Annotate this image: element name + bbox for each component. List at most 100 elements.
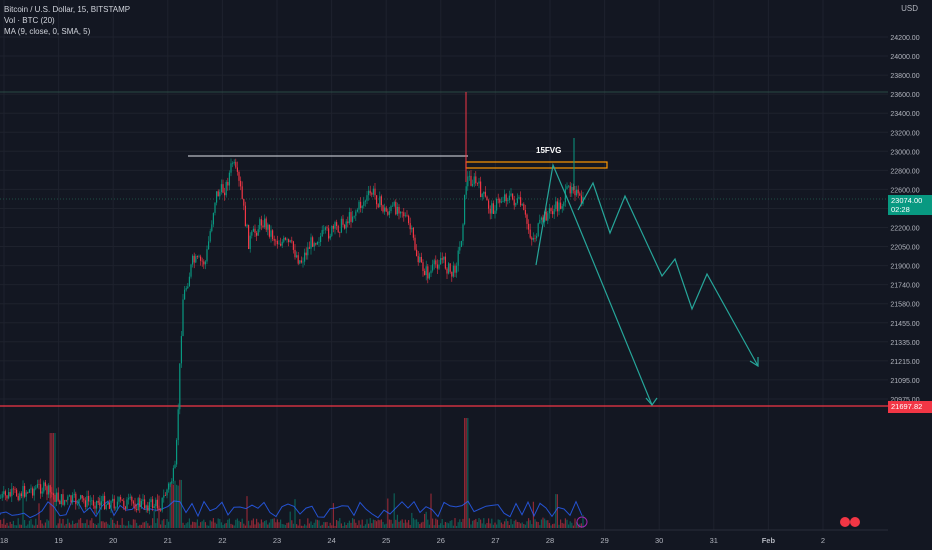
ma-indicator-label[interactable]: MA (9, close, 0, SMA, 5)	[4, 27, 91, 36]
volume-bar	[291, 520, 293, 528]
volume-bar	[448, 523, 450, 528]
candle-body	[571, 187, 573, 194]
volume-bar	[467, 418, 469, 528]
candle-body	[436, 264, 438, 269]
volume-bar	[328, 525, 330, 528]
candle-body	[65, 500, 67, 501]
volume-bar	[403, 522, 405, 528]
volume-bar	[475, 518, 477, 528]
candle-body	[9, 492, 11, 497]
candle-body	[260, 219, 262, 226]
volume-bar	[310, 521, 312, 528]
candle-body	[275, 240, 277, 242]
candle-body	[158, 508, 160, 511]
candle-body	[459, 246, 461, 251]
volume-bar	[473, 520, 475, 528]
volume-bar	[43, 525, 45, 528]
candle-body	[272, 230, 274, 240]
volume-bar	[182, 522, 184, 528]
time-tick-label: 21	[164, 536, 172, 545]
volume-bar	[276, 519, 278, 528]
volume-bar	[30, 519, 32, 528]
candle-body	[545, 211, 547, 221]
price-tick-label: 21900.00	[890, 264, 919, 271]
symbol-title[interactable]: Bitcoin / U.S. Dollar, 15, BITSTAMP	[4, 5, 131, 14]
candle-body	[339, 232, 341, 233]
volume-bar	[507, 521, 509, 528]
volume-bar	[563, 523, 565, 528]
candle-body	[56, 492, 58, 502]
projection-line-steep	[535, 162, 653, 406]
candle-body	[513, 199, 515, 206]
volume-bar	[540, 519, 542, 528]
volume-bar	[163, 519, 165, 528]
candle-body	[507, 200, 509, 202]
candle-body	[289, 240, 291, 243]
volume-bar	[408, 520, 410, 528]
price-tick-label: 23400.00	[890, 111, 919, 118]
candle-body	[352, 216, 354, 222]
candle-body	[0, 497, 2, 499]
candle-body	[201, 260, 203, 262]
volume-bar	[315, 519, 317, 528]
candle-body	[356, 209, 358, 212]
volume-bar	[360, 524, 362, 528]
volume-bar	[230, 523, 232, 528]
candle-body	[540, 217, 542, 220]
candle-body	[32, 488, 34, 496]
volume-bar	[452, 525, 454, 528]
candle-body	[526, 214, 528, 224]
volume-bar	[289, 511, 291, 528]
volume-bar	[104, 522, 106, 528]
candle-body	[321, 230, 323, 237]
volume-bar	[27, 524, 29, 528]
volume-bar	[107, 523, 109, 528]
candle-body	[555, 201, 557, 209]
volume-bar	[499, 519, 501, 528]
candle-body	[307, 247, 309, 256]
candle-body	[252, 228, 254, 232]
volume-bar	[196, 519, 198, 528]
level-price-value: 21697.82	[891, 402, 923, 411]
candle-body	[88, 496, 90, 502]
volume-bar	[235, 519, 237, 528]
volume-bar	[148, 525, 150, 528]
candle-body	[160, 510, 162, 511]
volume-bar	[369, 518, 371, 528]
candle-body	[494, 210, 496, 214]
price-tick-label: 21455.00	[890, 321, 919, 328]
candle-body	[529, 229, 531, 238]
volume-bar	[246, 496, 248, 528]
volume-bar	[44, 522, 46, 528]
volume-bar	[320, 525, 322, 528]
volume-bar	[395, 519, 397, 528]
volume-bar	[331, 525, 333, 528]
volume-indicator-label[interactable]: Vol · BTC (20)	[4, 16, 55, 25]
candle-body	[136, 509, 138, 511]
price-tick-label: 23800.00	[890, 73, 919, 80]
candle-body	[57, 492, 59, 501]
candle-body	[281, 241, 283, 246]
volume-bar	[267, 524, 269, 528]
volume-bar	[419, 524, 421, 528]
candle-body	[177, 409, 179, 440]
volume-bar	[187, 522, 189, 528]
volume-bar	[304, 524, 306, 528]
volume-bar	[153, 511, 155, 528]
candle-body	[400, 211, 402, 214]
candle-body	[489, 208, 491, 214]
candle-body	[350, 212, 352, 222]
candle-body	[542, 217, 544, 223]
candle-body	[481, 193, 483, 198]
volume-bar	[35, 518, 37, 528]
volume-bar	[24, 520, 26, 528]
volume-bar	[364, 524, 366, 528]
candle-body	[89, 500, 91, 502]
volume-bar	[496, 524, 498, 528]
volume-bar	[512, 524, 514, 528]
volume-bar	[505, 518, 507, 528]
volume-bar	[67, 518, 69, 528]
volume-bar	[414, 519, 416, 528]
candle-body	[377, 204, 379, 208]
